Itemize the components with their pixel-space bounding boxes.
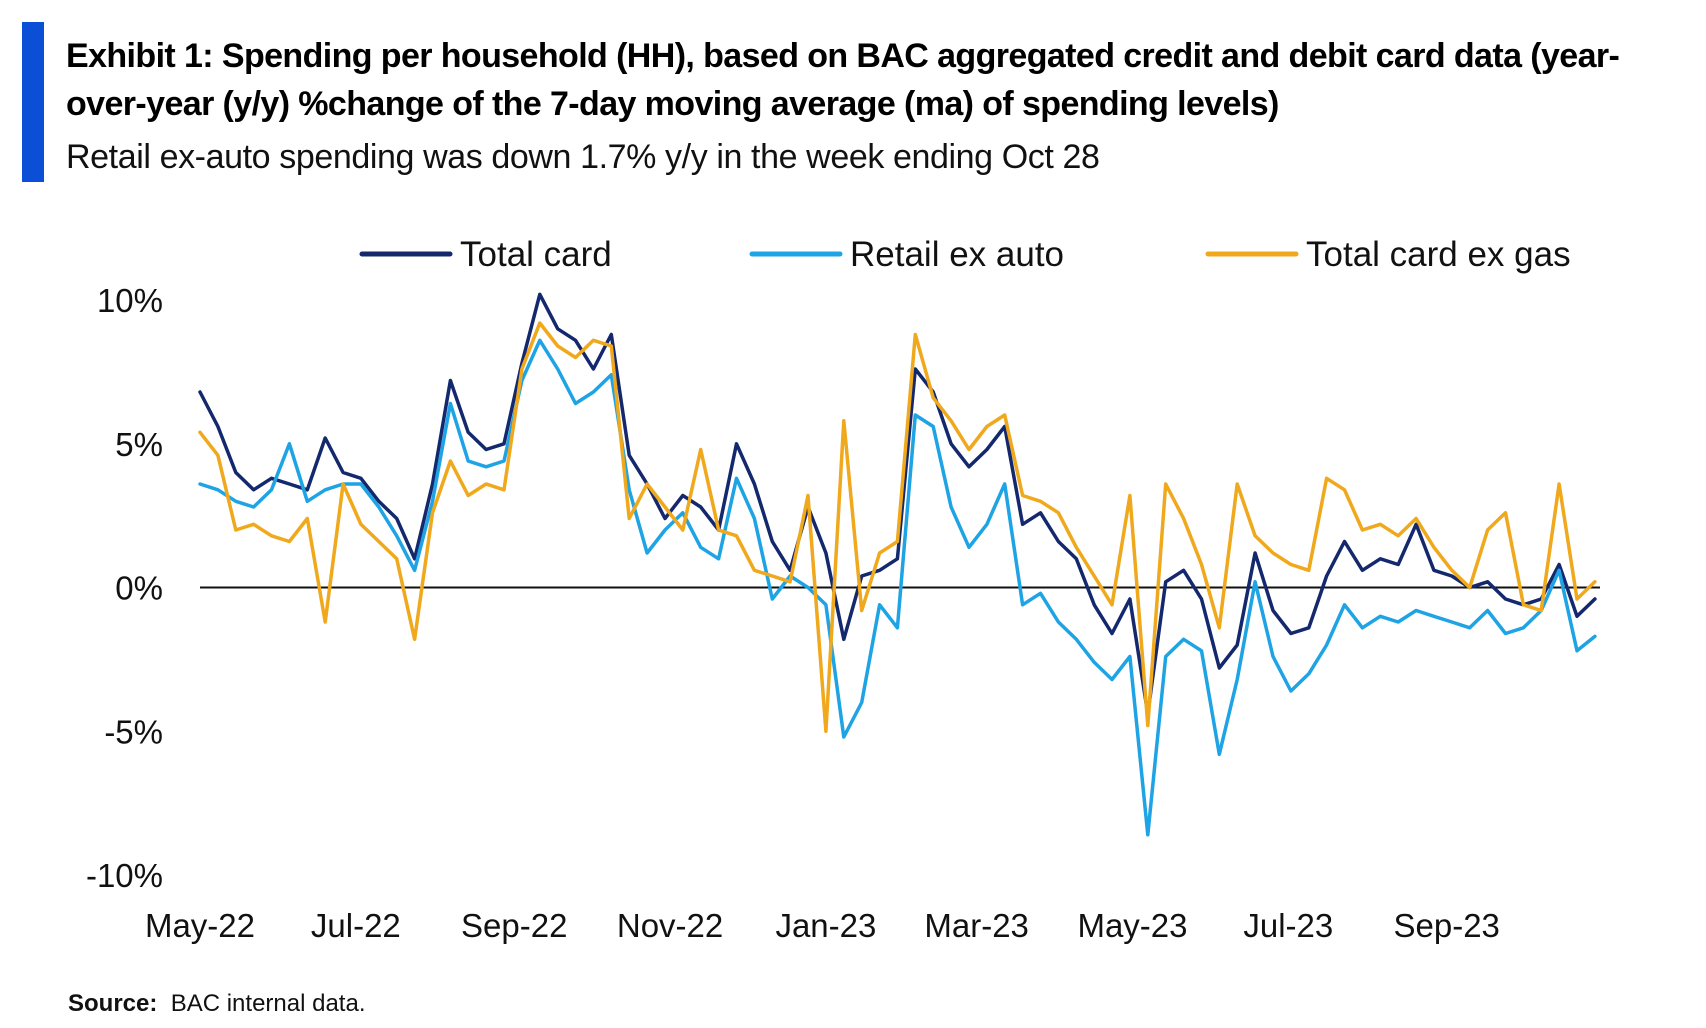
source-text: BAC internal data. <box>170 990 366 1017</box>
legend-label: Total card ex gas <box>1306 235 1571 274</box>
x-tick-label: Jul-22 <box>311 907 401 944</box>
source-note: Source: BAC internal data. <box>68 990 365 1018</box>
x-tick-label: Jul-23 <box>1243 907 1333 944</box>
chart-legend: Total card Retail ex auto Total card ex ga… <box>359 235 1571 274</box>
x-tick-label: Jan-23 <box>775 907 876 944</box>
legend-label: Total card <box>460 235 612 274</box>
x-axis-ticks: May-22 Jul-22 Sep-22 Nov-22 Jan-23 Mar-23 May-… <box>145 907 1500 944</box>
x-tick-label: Sep-23 <box>1394 907 1500 944</box>
accent-bar <box>22 22 44 182</box>
x-tick-label: May-22 <box>145 907 255 944</box>
x-tick-label: Mar-23 <box>924 907 1029 944</box>
y-tick-label: 10% <box>97 282 163 319</box>
y-tick-label: -10% <box>86 857 163 894</box>
series-line-retail-ex-auto <box>198 338 1597 837</box>
series-lines <box>198 292 1597 837</box>
legend-label: Retail ex auto <box>850 235 1064 274</box>
source-label: Source: <box>68 990 158 1017</box>
chart-subtitle: Retail ex-auto spending was down 1.7% y/… <box>66 138 1100 176</box>
y-tick-label: -5% <box>104 713 163 750</box>
y-tick-label: 5% <box>115 426 163 463</box>
x-tick-label: Sep-22 <box>461 907 567 944</box>
y-axis-ticks: 10% 5% 0% -5% -10% <box>86 282 163 894</box>
series-line-total-card <box>198 292 1597 716</box>
x-tick-label: May-23 <box>1077 907 1187 944</box>
series-line-total-card-ex-gas <box>198 321 1597 734</box>
x-tick-label: Nov-22 <box>617 907 723 944</box>
y-tick-label: 0% <box>115 570 163 607</box>
chart-title: Exhibit 1: Spending per household (HH), … <box>66 37 1620 123</box>
line-chart: Total card Retail ex auto Total card ex ga… <box>86 235 1600 944</box>
